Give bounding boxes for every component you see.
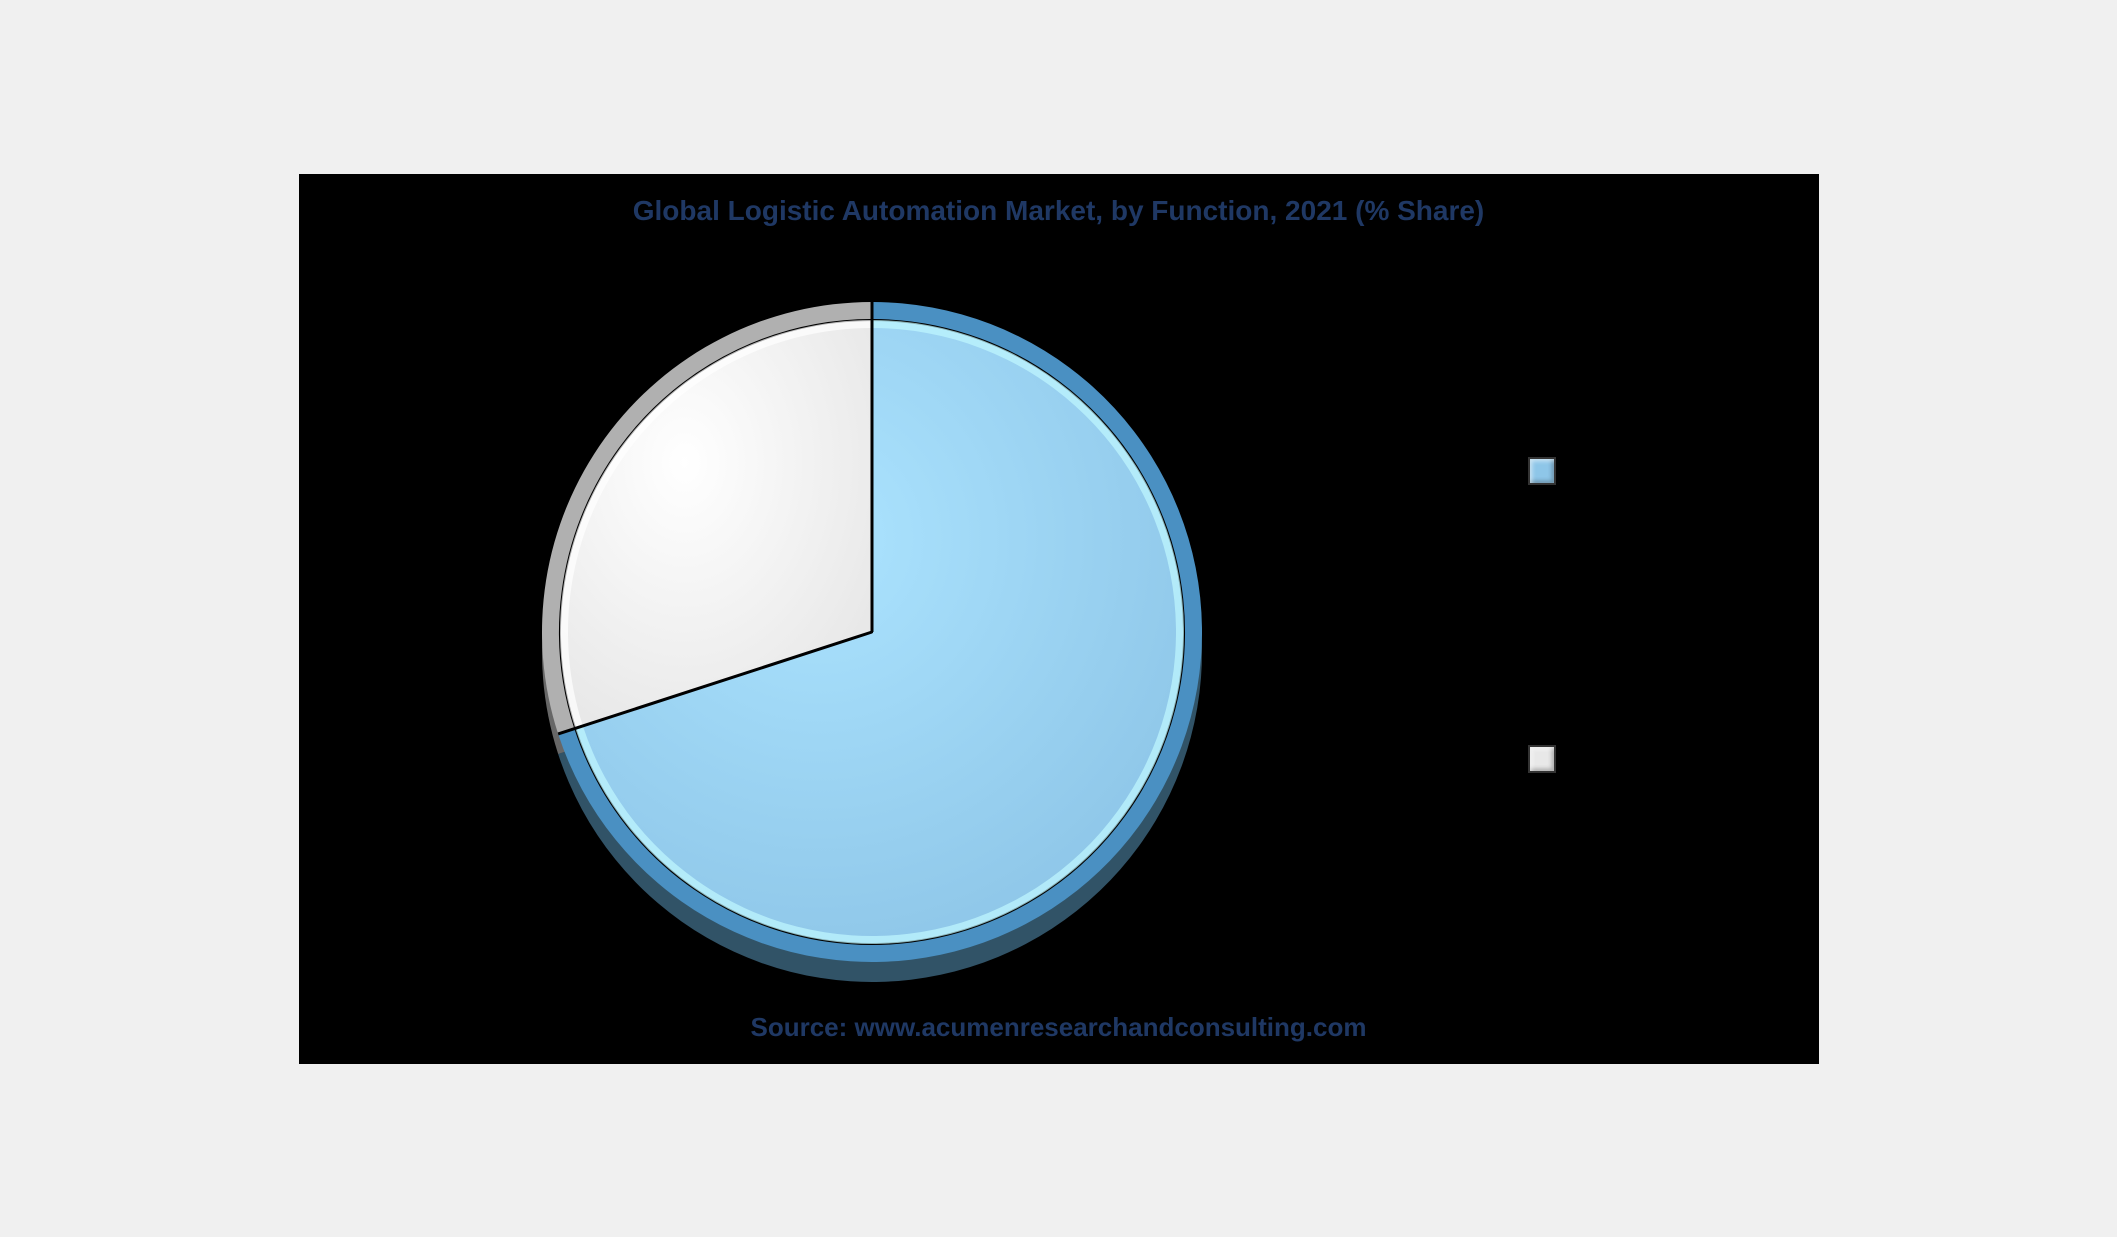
- legend-marker-icon: [1528, 745, 1556, 773]
- legend-marker-icon: [1528, 457, 1556, 485]
- chart-title: Global Logistic Automation Market, by Fu…: [302, 195, 1816, 227]
- legend-item-1: [1528, 745, 1576, 773]
- chart-legend: [1528, 457, 1576, 773]
- pie-chart: [522, 272, 1242, 1017]
- legend-item-0: [1528, 457, 1576, 485]
- chart-container: Global Logistic Automation Market, by Fu…: [299, 174, 1819, 1064]
- pie-svg: [522, 272, 1242, 1012]
- chart-source: Source: www.acumenresearchandconsulting.…: [302, 1012, 1816, 1043]
